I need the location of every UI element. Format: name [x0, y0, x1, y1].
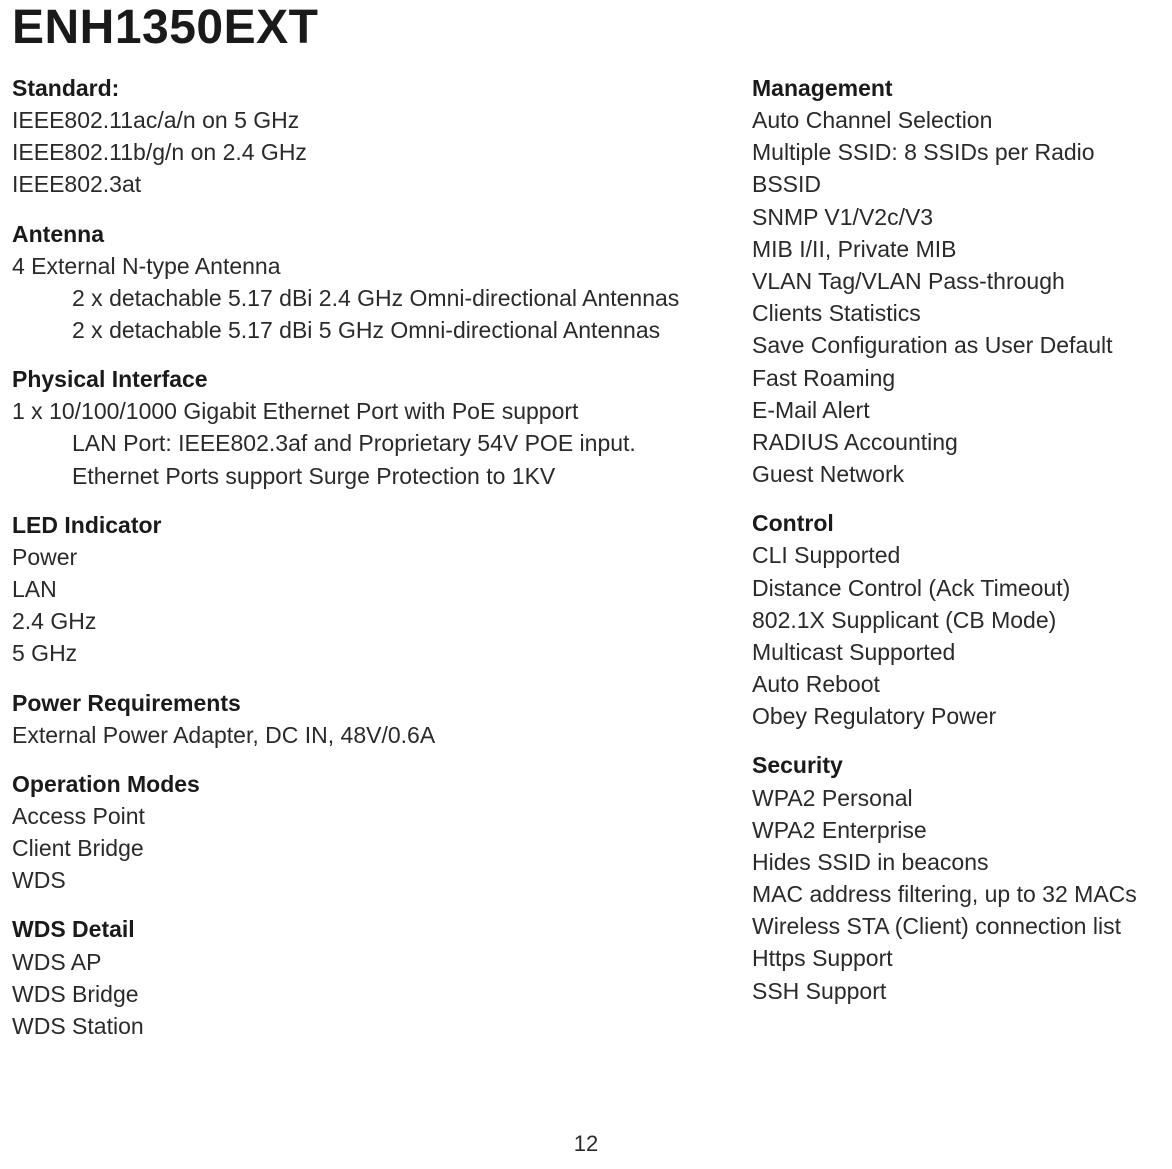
section-title: Antenna: [12, 219, 692, 250]
spec-line-indent: 2 x detachable 5.17 dBi 2.4 GHz Omni-dir…: [12, 282, 692, 314]
section-title: Management: [752, 73, 1152, 104]
spec-line: SSH Support: [752, 975, 1152, 1007]
section-physical-interface: Physical Interface 1 x 10/100/1000 Gigab…: [12, 364, 692, 492]
spec-line: Multiple SSID: 8 SSIDs per Radio: [752, 136, 1152, 168]
section-title: Standard:: [12, 73, 692, 104]
section-title: Operation Modes: [12, 769, 692, 800]
spec-line: External Power Adapter, DC IN, 48V/0.6A: [12, 719, 692, 751]
spec-line: IEEE802.3at: [12, 168, 692, 200]
section-power: Power Requirements External Power Adapte…: [12, 688, 692, 751]
spec-line: WPA2 Enterprise: [752, 814, 1152, 846]
spec-line: Save Configuration as User Default: [752, 329, 1152, 361]
section-wds-detail: WDS Detail WDS AP WDS Bridge WDS Station: [12, 914, 692, 1042]
spec-line: MIB I/II, Private MIB: [752, 233, 1152, 265]
spec-line: WDS Bridge: [12, 978, 692, 1010]
spec-line: 2.4 GHz: [12, 605, 692, 637]
section-title: WDS Detail: [12, 914, 692, 945]
page-title: ENH1350EXT: [12, 0, 1160, 55]
section-title: Physical Interface: [12, 364, 692, 395]
spec-line: Guest Network: [752, 458, 1152, 490]
spec-line: WDS Station: [12, 1010, 692, 1042]
spec-line: Wireless STA (Client) connection list: [752, 910, 1152, 942]
spec-line: IEEE802.11ac/a/n on 5 GHz: [12, 104, 692, 136]
section-led: LED Indicator Power LAN 2.4 GHz 5 GHz: [12, 510, 692, 670]
spec-line: LAN: [12, 573, 692, 605]
section-antenna: Antenna 4 External N-type Antenna 2 x de…: [12, 219, 692, 347]
spec-line: Fast Roaming: [752, 362, 1152, 394]
spec-line: Obey Regulatory Power: [752, 700, 1152, 732]
spec-line-indent: 2 x detachable 5.17 dBi 5 GHz Omni-direc…: [12, 314, 692, 346]
spec-line: E-Mail Alert: [752, 394, 1152, 426]
section-control: Control CLI Supported Distance Control (…: [752, 508, 1152, 732]
spec-line: Distance Control (Ack Timeout): [752, 572, 1152, 604]
section-title: Power Requirements: [12, 688, 692, 719]
section-security: Security WPA2 Personal WPA2 Enterprise H…: [752, 750, 1152, 1006]
spec-line: Https Support: [752, 942, 1152, 974]
spec-line: RADIUS Accounting: [752, 426, 1152, 458]
spec-line: IEEE802.11b/g/n on 2.4 GHz: [12, 136, 692, 168]
spec-line: BSSID: [752, 168, 1152, 200]
spec-line-indent: Ethernet Ports support Surge Protection …: [12, 460, 692, 492]
section-title: LED Indicator: [12, 510, 692, 541]
spec-line: SNMP V1/V2c/V3: [752, 201, 1152, 233]
spec-line: 4 External N-type Antenna: [12, 250, 692, 282]
spec-line: Hides SSID in beacons: [752, 846, 1152, 878]
spec-line: Auto Channel Selection: [752, 104, 1152, 136]
spec-line: Power: [12, 541, 692, 573]
spec-line: Client Bridge: [12, 832, 692, 864]
spec-line: Access Point: [12, 800, 692, 832]
spec-line: Clients Statistics: [752, 297, 1152, 329]
spec-line: 1 x 10/100/1000 Gigabit Ethernet Port wi…: [12, 395, 692, 427]
section-management: Management Auto Channel Selection Multip…: [752, 73, 1152, 490]
section-standard: Standard: IEEE802.11ac/a/n on 5 GHz IEEE…: [12, 73, 692, 201]
section-operation-modes: Operation Modes Access Point Client Brid…: [12, 769, 692, 897]
spec-line: WPA2 Personal: [752, 782, 1152, 814]
section-title: Security: [752, 750, 1152, 781]
spec-line: Multicast Supported: [752, 636, 1152, 668]
spec-line: CLI Supported: [752, 539, 1152, 571]
left-column: Standard: IEEE802.11ac/a/n on 5 GHz IEEE…: [12, 73, 692, 1060]
spec-line: WDS AP: [12, 946, 692, 978]
section-title: Control: [752, 508, 1152, 539]
spec-line: 802.1X Supplicant (CB Mode): [752, 604, 1152, 636]
right-column: Management Auto Channel Selection Multip…: [752, 73, 1152, 1060]
spec-line: 5 GHz: [12, 637, 692, 669]
spec-line: MAC address filtering, up to 32 MACs: [752, 878, 1152, 910]
spec-line: WDS: [12, 864, 692, 896]
spec-line: VLAN Tag/VLAN Pass-through: [752, 265, 1152, 297]
spec-line: Auto Reboot: [752, 668, 1152, 700]
content-columns: Standard: IEEE802.11ac/a/n on 5 GHz IEEE…: [12, 73, 1160, 1060]
page-number: 12: [574, 1131, 598, 1157]
spec-line-indent: LAN Port: IEEE802.3af and Proprietary 54…: [12, 427, 692, 459]
